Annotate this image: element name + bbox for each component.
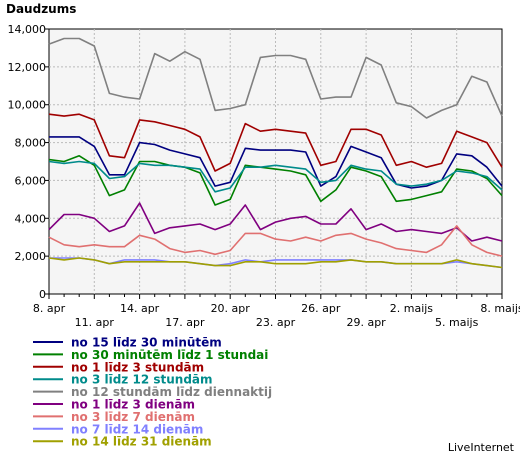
y-tick-label: 10,000 <box>8 99 47 112</box>
x-tick-label: 2. maijs <box>390 302 434 315</box>
y-tick-label: 12,000 <box>8 61 47 74</box>
legend-label: no 30 minūtēm līdz 1 stundai <box>71 348 268 362</box>
x-tick-label: 11. apr <box>75 316 115 329</box>
y-tick-label: 14,000 <box>8 23 47 36</box>
x-tick-label: 26. apr <box>301 302 341 315</box>
y-tick-label: 2,000 <box>15 250 47 263</box>
legend-label: no 14 līdz 31 dienām <box>71 435 212 449</box>
credit-text: LiveInternet <box>448 441 515 454</box>
x-tick-label: 5. maijs <box>435 316 479 329</box>
series-line-7 <box>48 225 503 257</box>
x-tick-label: 14. apr <box>120 302 160 315</box>
x-tick-label: 20. apr <box>211 302 251 315</box>
y-tick-label: 6,000 <box>15 174 47 187</box>
y-axis: 0 2,000 4,000 6,000 8,000 10,000 12,000 14,000 <box>8 23 49 301</box>
series-line-4 <box>48 160 503 193</box>
series-line-2 <box>48 155 503 206</box>
y-tick-label: 8,000 <box>15 137 47 150</box>
x-tick-label: 17. apr <box>165 316 205 329</box>
legend-label: no 3 līdz 7 dienām <box>71 410 195 424</box>
x-tick-label: 8. apr <box>33 302 66 315</box>
legend-label: no 1 līdz 3 stundām <box>71 360 204 374</box>
series-line-5 <box>48 37 503 119</box>
chart-title: Daudzums <box>6 2 76 16</box>
legend-label: no 12 stundām līdz diennaktij <box>71 385 272 399</box>
legend-label: no 7 līdz 14 dienām <box>71 422 203 436</box>
series-lines <box>48 37 503 269</box>
series-line-1 <box>49 136 503 189</box>
y-tick-label: 4,000 <box>15 212 47 225</box>
series-line-3 <box>48 113 503 172</box>
series-line-6 <box>48 202 503 242</box>
series-line-9 <box>48 257 503 269</box>
legend-label: no 1 līdz 3 dienām <box>71 398 195 412</box>
y-tick-label: 0 <box>39 288 46 301</box>
x-tick-label: 23. apr <box>256 316 296 329</box>
x-tick-label: 8. maijs <box>480 302 520 315</box>
x-tick-label: 29. apr <box>346 316 386 329</box>
x-axis: 8. apr 11. apr 14. apr 17. apr 20. apr 23. ap… <box>33 294 520 329</box>
legend-label: no 3 līdz 12 stundām <box>71 373 213 387</box>
legend-label: no 15 līdz 30 minūtēm <box>71 336 222 350</box>
